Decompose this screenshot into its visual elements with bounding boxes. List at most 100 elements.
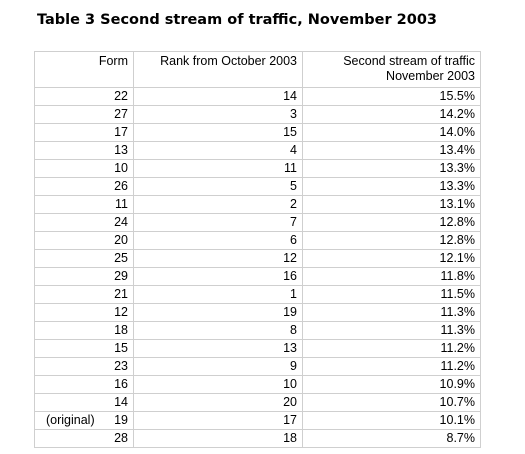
traffic-table: Form Rank from October 2003 Second strea… <box>34 51 481 448</box>
table-row: 10 11 13.3% <box>34 159 481 178</box>
rank-cell: 7 <box>133 213 303 232</box>
header-rank: Rank from October 2003 <box>133 51 303 88</box>
form-cell: (original) 19 <box>34 411 134 430</box>
form-value: 26 <box>114 179 128 193</box>
rank-cell: 3 <box>133 105 303 124</box>
rank-cell: 13 <box>133 339 303 358</box>
rank-cell: 1 <box>133 285 303 304</box>
form-value: 14 <box>114 395 128 409</box>
form-cell: 13 <box>34 141 134 160</box>
share-cell: 11.2% <box>302 357 481 376</box>
form-value: 23 <box>114 359 128 373</box>
form-cell: 10 <box>34 159 134 178</box>
rank-cell: 5 <box>133 177 303 196</box>
table-row: 13 4 13.4% <box>34 141 481 160</box>
form-cell: 20 <box>34 231 134 250</box>
table-row: 23 9 11.2% <box>34 357 481 376</box>
share-cell: 15.5% <box>302 87 481 106</box>
table-row: 27 3 14.2% <box>34 105 481 124</box>
share-cell: 8.7% <box>302 429 481 448</box>
share-cell: 12.1% <box>302 249 481 268</box>
form-cell: 23 <box>34 357 134 376</box>
rank-cell: 10 <box>133 375 303 394</box>
form-cell: 26 <box>34 177 134 196</box>
table-body: 22 14 15.5% 27 3 14.2% 17 15 14.0% 13 4 13.4% 10 11 13… <box>34 87 481 448</box>
header-line: November 2003 <box>386 69 475 83</box>
table-row: 29 16 11.8% <box>34 267 481 286</box>
header-line: Second stream of traffic <box>343 54 475 68</box>
table-row: 22 14 15.5% <box>34 87 481 106</box>
form-value: 19 <box>114 413 128 427</box>
rank-cell: 17 <box>133 411 303 430</box>
rank-cell: 20 <box>133 393 303 412</box>
rank-cell: 9 <box>133 357 303 376</box>
form-cell: 25 <box>34 249 134 268</box>
table-row: 28 18 8.7% <box>34 429 481 448</box>
table-row: 11 2 13.1% <box>34 195 481 214</box>
form-cell: 28 <box>34 429 134 448</box>
share-cell: 13.4% <box>302 141 481 160</box>
form-value: 11 <box>115 197 128 211</box>
form-cell: 18 <box>34 321 134 340</box>
share-cell: 13.1% <box>302 195 481 214</box>
form-value: 27 <box>114 107 128 121</box>
share-cell: 13.3% <box>302 159 481 178</box>
table-row: 18 8 11.3% <box>34 321 481 340</box>
form-value: 20 <box>114 233 128 247</box>
share-cell: 14.0% <box>302 123 481 142</box>
share-cell: 12.8% <box>302 231 481 250</box>
table-row: 21 1 11.5% <box>34 285 481 304</box>
share-cell: 10.1% <box>302 411 481 430</box>
share-cell: 10.9% <box>302 375 481 394</box>
share-cell: 11.5% <box>302 285 481 304</box>
header-form: Form <box>34 51 134 88</box>
table-row: 25 12 12.1% <box>34 249 481 268</box>
form-value: 16 <box>114 377 128 391</box>
form-cell: 29 <box>34 267 134 286</box>
rank-cell: 15 <box>133 123 303 142</box>
share-cell: 13.3% <box>302 177 481 196</box>
form-value: 28 <box>114 431 128 445</box>
table-row: 24 7 12.8% <box>34 213 481 232</box>
form-value: 25 <box>114 251 128 265</box>
share-cell: 11.2% <box>302 339 481 358</box>
table-row: 12 19 11.3% <box>34 303 481 322</box>
form-value: 29 <box>114 269 128 283</box>
form-value: 24 <box>114 215 128 229</box>
form-value: 13 <box>114 143 128 157</box>
share-cell: 11.3% <box>302 321 481 340</box>
header-share: Second stream of traffic November 2003 <box>302 51 481 88</box>
rank-cell: 8 <box>133 321 303 340</box>
form-cell: 27 <box>34 105 134 124</box>
table-title: Table 3 Second stream of traffic, Novemb… <box>37 12 438 28</box>
rank-cell: 6 <box>133 231 303 250</box>
rank-cell: 18 <box>133 429 303 448</box>
table-row: 26 5 13.3% <box>34 177 481 196</box>
form-value: 18 <box>114 323 128 337</box>
rank-cell: 2 <box>133 195 303 214</box>
rank-cell: 11 <box>133 159 303 178</box>
form-cell: 11 <box>34 195 134 214</box>
rank-cell: 19 <box>133 303 303 322</box>
form-value: 17 <box>114 125 128 139</box>
table-row: 16 10 10.9% <box>34 375 481 394</box>
share-cell: 10.7% <box>302 393 481 412</box>
table-row: 15 13 11.2% <box>34 339 481 358</box>
table-row: (original) 19 17 10.1% <box>34 411 481 430</box>
form-value: 22 <box>114 89 128 103</box>
form-cell: 16 <box>34 375 134 394</box>
form-cell: 17 <box>34 123 134 142</box>
rank-cell: 16 <box>133 267 303 286</box>
form-value: 21 <box>114 287 128 301</box>
form-cell: 15 <box>34 339 134 358</box>
rank-cell: 14 <box>133 87 303 106</box>
share-cell: 12.8% <box>302 213 481 232</box>
form-cell: 14 <box>34 393 134 412</box>
form-cell: 22 <box>34 87 134 106</box>
share-cell: 14.2% <box>302 105 481 124</box>
form-cell: 21 <box>34 285 134 304</box>
form-cell: 24 <box>34 213 134 232</box>
table-row: 20 6 12.8% <box>34 231 481 250</box>
header-row: Form Rank from October 2003 Second strea… <box>34 51 481 88</box>
